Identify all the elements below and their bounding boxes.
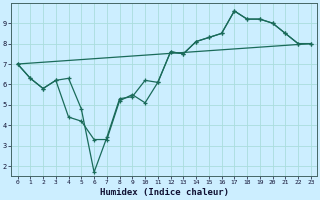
X-axis label: Humidex (Indice chaleur): Humidex (Indice chaleur)	[100, 188, 229, 197]
